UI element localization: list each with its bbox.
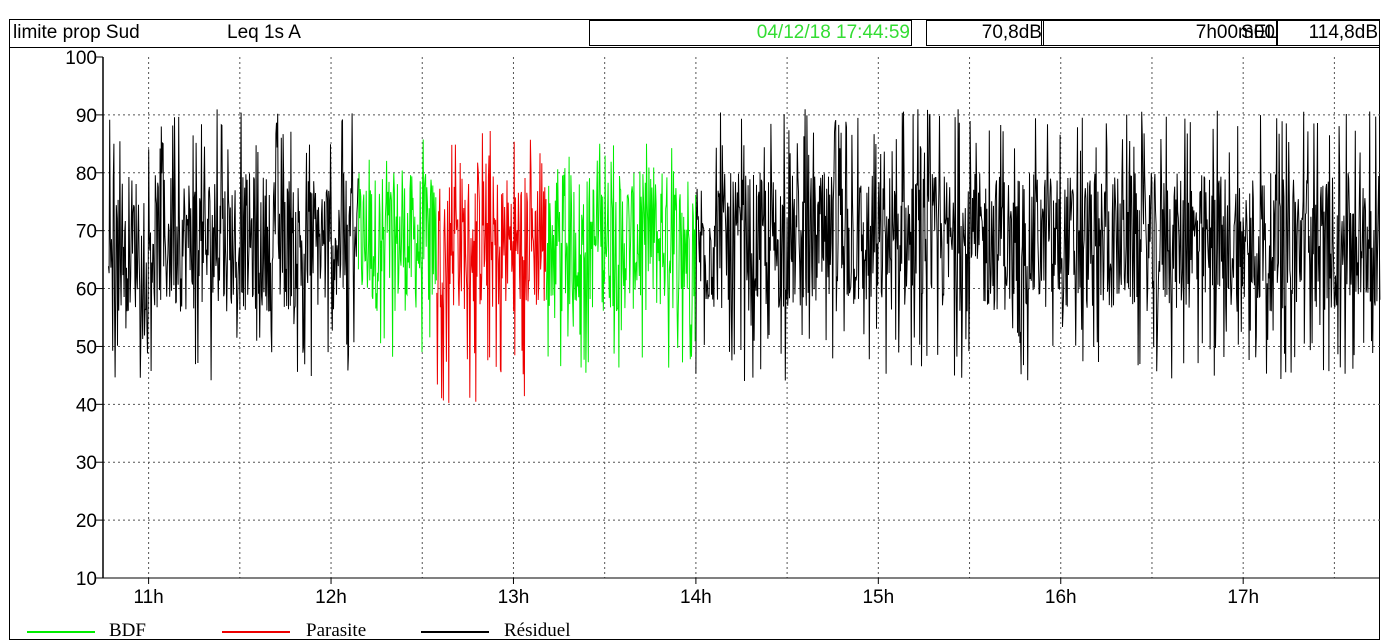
duration-display: 7h00m00: [1041, 20, 1277, 46]
tick-labels: 10 20 30 40 50 60 70 80 90 100 11h 12h 13h 14h 15h 16h 1…: [65, 48, 1259, 608]
sel-value-display: 114,8dB: [1277, 20, 1380, 46]
chart-header: limite prop Sud Leq 1s A 04/12/18 17:44:…: [9, 19, 1380, 48]
legend-label-bdf: BDF: [109, 620, 146, 641]
y-tick-label: 100: [65, 48, 97, 69]
legend-swatch-bdf: [27, 631, 95, 633]
x-tick-label: 12h: [315, 587, 347, 608]
x-tick-label: 16h: [1045, 587, 1077, 608]
y-tick-label: 60: [76, 280, 97, 301]
series-trace-residuel: [695, 109, 1381, 382]
y-tick-label: 20: [76, 511, 97, 532]
y-tick-label: 80: [76, 164, 97, 185]
y-tick-label: 30: [76, 453, 97, 474]
legend-label-residuel: Résiduel: [504, 620, 571, 641]
legend-label-parasite: Parasite: [306, 620, 367, 641]
x-tick-label: 14h: [680, 587, 712, 608]
x-tick-label: 17h: [1227, 587, 1259, 608]
x-tick-label: 13h: [498, 587, 530, 608]
y-tick-label: 40: [76, 395, 97, 416]
sel-label: SEL: [1241, 22, 1277, 43]
plot-area: 10 20 30 40 50 60 70 80 90 100 11h 12h 13h 14h 15h 16h 1…: [65, 48, 1381, 608]
x-tick-label: 15h: [862, 587, 894, 608]
series-trace-parasite: [436, 130, 547, 403]
legend: BDF Parasite Résiduel: [9, 620, 1380, 642]
y-tick-label: 90: [76, 106, 97, 127]
axes: [95, 56, 1380, 584]
y-tick-label: 50: [76, 337, 97, 358]
y-tick-label: 10: [76, 569, 97, 590]
chart-frame: [9, 19, 1380, 640]
metric-label: Leq 1s A: [227, 22, 301, 43]
series-trace-bdf: [545, 143, 697, 373]
datetime-display: 04/12/18 17:44:59: [589, 20, 912, 46]
x-tick-label: 11h: [133, 587, 163, 608]
series-trace-residuel: [108, 109, 359, 381]
measurement-title: limite prop Sud: [13, 22, 140, 43]
legend-swatch-residuel: [421, 631, 489, 633]
level-display: 70,8dB: [926, 20, 1044, 46]
series-trace-bdf: [357, 139, 437, 357]
y-tick-label: 70: [76, 222, 97, 243]
legend-swatch-parasite: [222, 631, 290, 633]
series-layer: [108, 109, 1381, 403]
